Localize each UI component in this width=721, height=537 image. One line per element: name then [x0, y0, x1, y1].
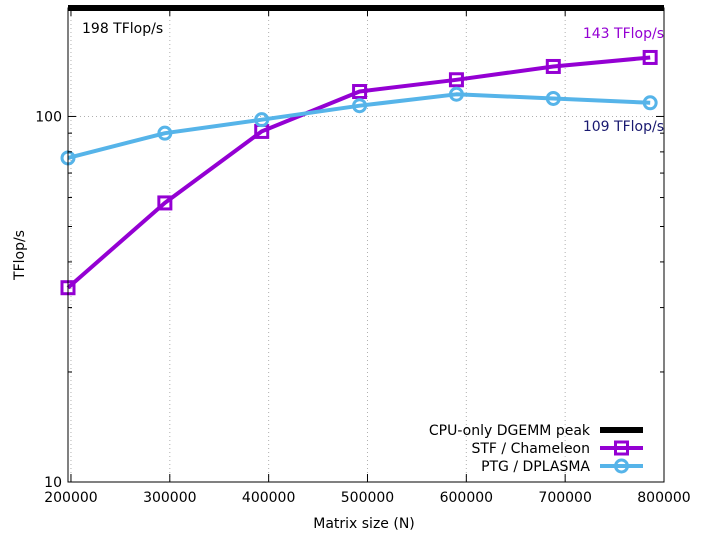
series-point: [157, 125, 173, 141]
series-layer: [60, 5, 664, 296]
y-tick-label: 10: [44, 475, 62, 491]
x-tick-label: 500000: [341, 490, 394, 506]
x-tick-label: 800000: [637, 490, 690, 506]
series-point: [448, 72, 464, 88]
series-point: [545, 58, 561, 74]
series-point: [157, 195, 173, 211]
series-point: [254, 112, 270, 128]
plot-frame: [67, 7, 665, 483]
tick-labels: 200000 300000 400000 500000 600000 700000 8000…: [35, 109, 690, 506]
y-axis-label: TFlop/s: [12, 230, 28, 281]
annotation-stf: 143 TFlop/s: [583, 26, 664, 42]
legend: CPU-only DGEMM peak STF / Chameleon PTG / …: [429, 423, 643, 475]
annotation-peak: 198 TFlop/s: [82, 21, 163, 37]
x-axis-label: Matrix size (N): [313, 516, 415, 532]
legend-label: PTG / DPLASMA: [481, 459, 590, 475]
x-tick-label: 400000: [242, 490, 295, 506]
series-line-1: [66, 55, 651, 290]
annotation-ptg: 109 TFlop/s: [583, 119, 664, 135]
legend-swatch-marker: [614, 440, 629, 456]
grid-lines: [68, 8, 664, 482]
series-point: [642, 95, 658, 111]
x-tick-label: 200000: [44, 490, 97, 506]
y-tick-label: 100: [35, 109, 62, 125]
series-point: [352, 84, 368, 100]
series-point: [545, 90, 561, 106]
series-point: [448, 86, 464, 102]
x-tick-label: 700000: [538, 490, 591, 506]
axis-ticks: [68, 8, 665, 483]
legend-label: STF / Chameleon: [471, 441, 590, 457]
series-line-2: [67, 92, 651, 160]
legend-swatch-marker: [614, 458, 629, 474]
x-tick-label: 600000: [440, 490, 493, 506]
series-point: [642, 49, 658, 65]
x-tick-label: 300000: [143, 490, 196, 506]
legend-label: CPU-only DGEMM peak: [429, 423, 591, 439]
series-point: [352, 98, 368, 114]
